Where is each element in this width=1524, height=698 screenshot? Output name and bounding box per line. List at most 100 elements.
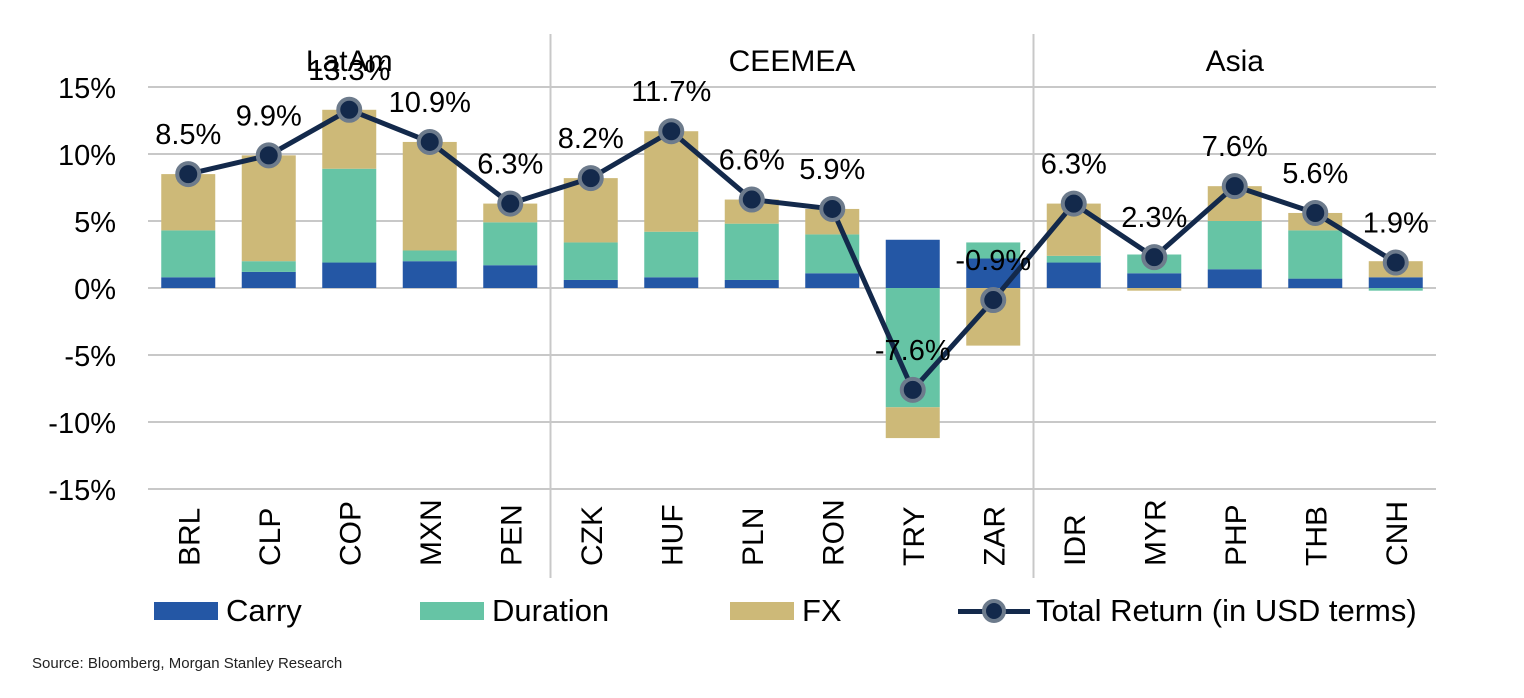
x-tick-label: BRL — [173, 508, 206, 566]
total-return-point — [1060, 190, 1087, 217]
total-return-point — [658, 118, 685, 145]
total-return-point — [738, 186, 765, 213]
bar-segment-fx — [241, 155, 296, 262]
x-tick-label: CNH — [1381, 501, 1414, 566]
total-return-point — [577, 165, 604, 192]
bar-segment-duration — [644, 231, 699, 278]
total-return-point — [1382, 249, 1409, 276]
bar-segment-carry — [885, 239, 940, 288]
bar-segment-carry — [241, 271, 296, 288]
legend-line-marker — [958, 599, 1030, 623]
bar-segment-duration — [1288, 230, 1343, 279]
bar-segment-carry — [644, 277, 699, 288]
total-return-point — [336, 96, 363, 123]
total-return-point — [255, 142, 282, 169]
x-tick-label: COP — [334, 501, 367, 566]
total-return-point — [1221, 173, 1248, 200]
total-return-point — [1141, 244, 1168, 271]
data-label: 6.3% — [1041, 149, 1107, 181]
x-tick-label: TRY — [898, 507, 931, 566]
bar-segment-fx — [885, 407, 940, 439]
group-label: Asia — [1206, 45, 1265, 78]
legend-item-total-return: Total Return (in USD terms) — [958, 588, 1417, 634]
bar-segment-duration — [402, 250, 457, 262]
data-label: 6.6% — [719, 145, 785, 177]
bar-segment-fx — [1127, 288, 1182, 291]
data-label: 5.9% — [799, 154, 865, 186]
total-return-line — [187, 107, 1398, 393]
legend-swatch-fx — [730, 602, 794, 620]
data-label: 13.3% — [308, 55, 390, 87]
bar-segment-duration — [322, 168, 377, 263]
x-tick-label: CLP — [254, 508, 287, 566]
data-label: 8.2% — [558, 123, 624, 155]
total-return-point — [899, 376, 926, 403]
data-label: 5.6% — [1282, 158, 1348, 190]
bar-segment-duration — [724, 223, 779, 280]
x-tick-label: HUF — [656, 504, 689, 566]
data-label: 8.5% — [155, 119, 221, 151]
bar-segment-carry — [322, 262, 377, 288]
legend-label-total-return: Total Return (in USD terms) — [1036, 593, 1417, 628]
data-label: 6.3% — [477, 149, 543, 181]
legend-item-duration: Duration — [420, 588, 609, 634]
total-return-point — [1302, 199, 1329, 226]
source-note: Source: Bloomberg, Morgan Stanley Resear… — [32, 655, 343, 672]
total-return-point — [980, 287, 1007, 314]
x-tick-label: THB — [1300, 506, 1333, 566]
x-tick-label: PHP — [1220, 504, 1253, 566]
bar-segment-carry — [402, 261, 457, 288]
legend-item-fx: FX — [730, 588, 842, 634]
bar-segment-carry — [805, 273, 860, 288]
legend-label-fx: FX — [802, 593, 842, 628]
y-tick-label: -15% — [48, 475, 116, 507]
y-tick-label: -5% — [64, 341, 116, 373]
data-label: 11.7% — [631, 76, 711, 108]
x-tick-label: PLN — [737, 508, 770, 566]
bar-segment-duration — [241, 261, 296, 272]
bar-segment-carry — [1368, 277, 1423, 288]
x-tick-label: IDR — [1059, 514, 1092, 566]
bar-segment-duration — [1207, 221, 1262, 270]
total-return-point — [175, 161, 202, 188]
data-label: -7.6% — [875, 335, 951, 367]
legend-label-duration: Duration — [492, 593, 610, 628]
data-label: 1.9% — [1363, 208, 1429, 240]
bar-segment-carry — [1127, 273, 1182, 288]
x-tick-label: MYR — [1139, 499, 1172, 566]
x-tick-label: RON — [817, 499, 850, 566]
bar-segment-duration — [1046, 255, 1101, 263]
x-tick-label: CZK — [576, 506, 609, 566]
x-tick-label: ZAR — [978, 506, 1011, 566]
bar-segment-duration — [966, 242, 1021, 259]
bar-segment-carry — [1288, 278, 1343, 288]
y-tick-label: 0% — [74, 274, 116, 306]
x-tick-label: MXN — [415, 499, 448, 566]
data-label: -0.9% — [955, 245, 1031, 277]
bar-segment-duration — [161, 230, 216, 278]
bar-segment-carry — [1046, 262, 1101, 288]
data-label: 7.6% — [1202, 131, 1268, 163]
bar-segment-duration — [1368, 288, 1423, 291]
bar-segment-carry — [483, 265, 538, 288]
total-return-point — [497, 190, 524, 217]
group-label: CEEMEA — [729, 45, 856, 78]
group-label: LatAm — [306, 45, 393, 78]
legend-item-carry: Carry — [154, 588, 302, 634]
bar-segment-carry — [563, 279, 618, 288]
bar-segment-carry — [724, 279, 779, 288]
total-return-point — [416, 128, 443, 155]
data-label: 10.9% — [389, 87, 471, 119]
y-tick-label: -10% — [48, 408, 116, 440]
data-label: 9.9% — [236, 100, 302, 132]
bar-segment-fx — [402, 141, 457, 251]
bar-segment-carry — [161, 277, 216, 288]
bar-segment-duration — [563, 242, 618, 280]
legend-label-carry: Carry — [226, 593, 302, 628]
bar-segment-carry — [1207, 269, 1262, 288]
total-return-point — [819, 195, 846, 222]
stacked-bar-line-chart: 15% 10% 5% 0% -5% -10% -15% LatAm CEEMEA Asia BRL C… — [48, 34, 1436, 578]
y-tick-label: 5% — [74, 207, 116, 239]
legend-swatch-duration — [420, 602, 484, 620]
bar-segment-carry — [966, 258, 1021, 288]
